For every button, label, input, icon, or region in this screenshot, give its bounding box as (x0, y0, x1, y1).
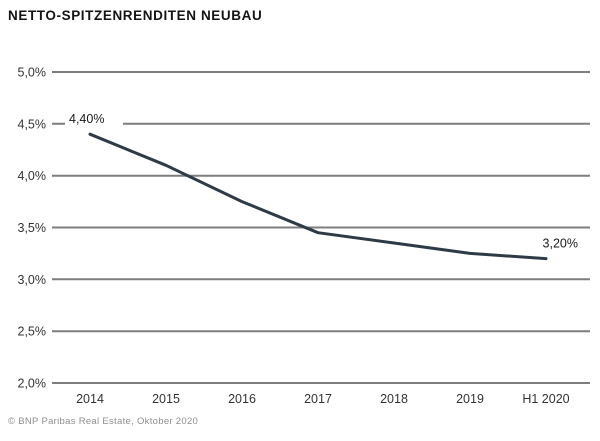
x-tick-label: 2019 (456, 392, 484, 406)
x-tick-label: 2016 (228, 392, 256, 406)
x-tick-label: 2017 (304, 392, 332, 406)
data-label-bg (65, 110, 123, 127)
y-tick-label: 3,0% (18, 273, 47, 287)
chart-title: NETTO-SPITZENRENDITEN NEUBAU (8, 8, 263, 23)
x-tick-label: 2015 (152, 392, 180, 406)
y-tick-label: 4,0% (18, 169, 47, 183)
y-tick-label: 3,5% (18, 221, 47, 235)
y-tick-label: 5,0% (18, 66, 47, 80)
y-tick-label: 2,0% (18, 377, 47, 391)
x-tick-label: 2014 (76, 392, 104, 406)
data-label-bg (524, 234, 582, 251)
y-tick-label: 4,5% (18, 117, 47, 131)
data-point-label: 4,40% (69, 112, 104, 126)
y-tick-label: 2,5% (18, 325, 47, 339)
copyright-text: © BNP Paribas Real Estate, Oktober 2020 (8, 416, 199, 427)
x-tick-label: 2018 (380, 392, 408, 406)
data-point-label: 3,20% (543, 237, 578, 251)
x-tick-label: H1 2020 (522, 392, 569, 406)
data-line (88, 132, 548, 261)
